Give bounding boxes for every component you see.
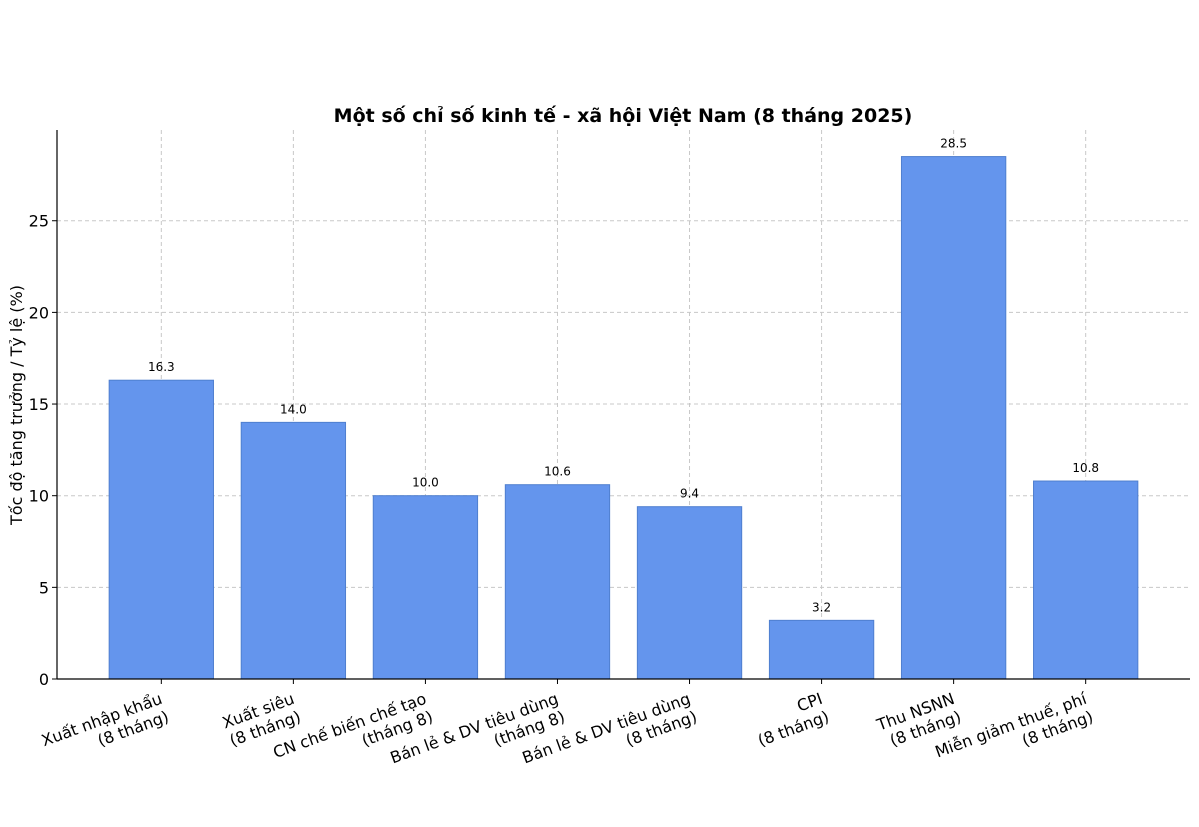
y-tick-label: 0 (39, 670, 49, 689)
y-tick-label: 5 (39, 578, 49, 597)
y-tick-label: 10 (29, 487, 49, 506)
bar (1033, 480, 1139, 680)
x-tick-label: CN chế biến chế tạo(tháng 8) (271, 689, 436, 780)
value-label: 10.6 (544, 465, 571, 479)
x-tick-label: Miễn giảm thuế, phí(8 tháng) (932, 689, 1096, 780)
value-label: 16.3 (148, 360, 175, 374)
chart-title: Một số chỉ số kinh tế - xã hội Việt Nam … (334, 104, 913, 127)
value-label: 9.4 (680, 487, 699, 501)
y-tick-label: 15 (29, 395, 49, 414)
bar (108, 379, 214, 680)
y-tick-label: 25 (29, 212, 49, 231)
bar (768, 619, 875, 680)
x-tick-label: Xuất nhập khẩu(8 tháng) (39, 689, 171, 768)
value-label: 10.0 (412, 476, 439, 490)
bar (372, 495, 479, 680)
y-axis-label: Tốc độ tăng trưởng / Tỷ lệ (%) (7, 285, 26, 526)
bar (900, 156, 1007, 680)
value-label: 28.5 (940, 137, 967, 151)
value-label: 10.8 (1072, 461, 1099, 475)
value-label: 3.2 (812, 600, 831, 614)
value-label: 14.0 (280, 402, 307, 416)
bar (636, 506, 743, 680)
bar (240, 421, 347, 680)
y-tick-label: 20 (29, 303, 49, 322)
bar (504, 484, 611, 680)
x-tick-label: CPI(8 tháng) (749, 689, 832, 750)
